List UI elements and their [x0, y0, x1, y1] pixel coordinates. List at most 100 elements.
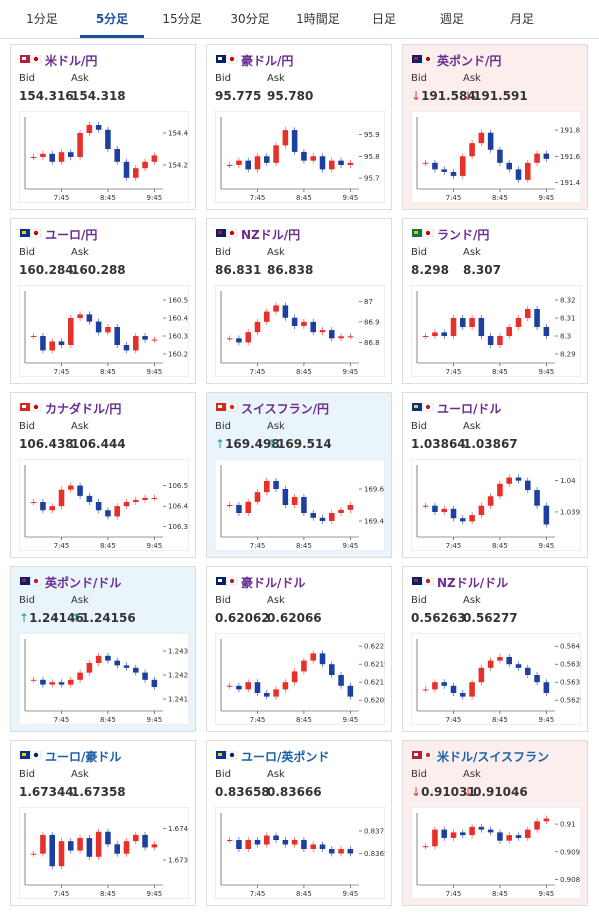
flag-icon [216, 229, 238, 238]
tab[interactable]: 30分足 [230, 12, 270, 26]
bid-label: Bid [411, 769, 427, 780]
flag-icon [216, 403, 238, 412]
tab[interactable]: 日足 [371, 12, 396, 26]
bid-price: 8.298 [411, 263, 449, 277]
candle [291, 671, 298, 683]
pair-name[interactable]: ユーロ/円 [45, 228, 98, 242]
rate-card[interactable]: 豪ドル/円 Bid Ask 95.775 95.780 95.9 95.8 95.7 7:45 8… [206, 44, 392, 210]
x-tick-label: 9:45 [538, 542, 554, 550]
pair-name[interactable]: スイスフラン/円 [241, 402, 330, 416]
candle [534, 309, 540, 327]
ask-label: Ask [463, 247, 481, 258]
bid-value: 106.438 [19, 437, 74, 451]
candle [245, 840, 251, 849]
rate-card[interactable]: ユーロ/ドル Bid Ask 1.03864 1.03867 1.04 1.039 7:45 8… [402, 392, 588, 558]
ask-label: Ask [71, 421, 89, 432]
tab[interactable]: 5分足 [80, 0, 144, 38]
candle [151, 844, 158, 848]
rate-card[interactable]: 米ドル/スイスフラン Bid Ask ↓0.91031 ↓0.91046 0.91 0.90… [402, 740, 588, 906]
candle [151, 679, 158, 687]
pair-name[interactable]: ユーロ/ドル [437, 402, 502, 416]
x-tick-label: 9:45 [146, 368, 162, 376]
candle [264, 835, 270, 845]
pair-name[interactable]: 豪ドル/ドル [241, 576, 306, 590]
pair-name[interactable]: ユーロ/豪ドル [45, 750, 122, 764]
pair-name[interactable]: 英ポンド/円 [437, 54, 502, 68]
chart-bg [411, 807, 581, 899]
candle [329, 513, 335, 521]
pair-name[interactable]: ユーロ/英ポンド [241, 750, 330, 764]
pair-name[interactable]: 豪ドル/円 [241, 54, 294, 68]
flag [414, 579, 418, 582]
candle [245, 682, 251, 690]
candle [534, 153, 540, 163]
pair-name[interactable]: NZドル/ドル [437, 576, 509, 590]
x-tick-label: 7:45 [250, 716, 266, 724]
candle [245, 332, 251, 343]
rate-card[interactable]: ユーロ/円 Bid Ask 160.284 160.288 160.5 160.4 160.3… [10, 218, 196, 384]
x-tick-label: 9:45 [342, 890, 358, 898]
ask-value: 0.83666 [267, 785, 322, 799]
pair-name[interactable]: NZドル/円 [241, 228, 301, 242]
bid-value: 1.67344 [19, 785, 74, 799]
candle [291, 840, 298, 845]
tab[interactable]: 週足 [439, 12, 464, 26]
candle [30, 679, 37, 681]
mini-chart: 1.04 1.039 7:45 8:45 9:45 [411, 459, 581, 551]
candle [506, 657, 512, 665]
candle [506, 835, 512, 841]
candle [40, 502, 46, 511]
x-tick-label: 7:45 [54, 716, 70, 724]
tab[interactable]: 15分足 [162, 12, 202, 26]
tab[interactable]: 1時間足 [296, 12, 340, 26]
candle [432, 682, 438, 690]
candle [254, 321, 261, 333]
candle [114, 506, 120, 517]
ask-label: Ask [267, 247, 285, 258]
flag-icon [20, 751, 42, 760]
rate-card[interactable]: NZドル/円 Bid Ask 86.831 86.838 87 86.9 86.8 7:45 8:… [206, 218, 392, 384]
mini-chart: 0.91 0.909 0.908 7:45 8:45 9:45 [411, 807, 581, 899]
pair-name[interactable]: 英ポンド/ドル [45, 576, 122, 590]
candle [273, 305, 279, 312]
rate-card[interactable]: スイスフラン/円 Bid Ask ↑169.498 ↑169.514 169.6 169.4… [206, 392, 392, 558]
candle [226, 685, 233, 687]
pair-name[interactable]: 米ドル/スイスフラン [437, 750, 550, 764]
candle [114, 844, 120, 854]
tab[interactable]: 1分足 [26, 12, 58, 26]
rate-card[interactable]: 英ポンド/円 Bid Ask ↓191.584 ↓191.591 191.8 191.6 19… [402, 44, 588, 210]
y-tick-label: 95.7 [364, 175, 380, 183]
bid-value: 86.831 [215, 263, 261, 277]
x-tick-label: 8:45 [296, 716, 312, 724]
rate-card[interactable]: NZドル/ドルBidAsk0.562630.562770.5640.56350.… [402, 566, 588, 732]
ask-label: Ask [267, 595, 285, 606]
flag [229, 578, 235, 584]
tab[interactable]: 月足 [509, 12, 534, 26]
bid-label: Bid [19, 73, 35, 84]
mini-chart: 8.32 8.31 8.3 8.29 7:45 8:45 9:45 [411, 285, 581, 377]
ask-value: ↓0.91046 [463, 785, 528, 799]
pair-name[interactable]: カナダドル/円 [45, 402, 122, 416]
y-tick-label: 169.4 [364, 518, 385, 526]
rate-card[interactable]: ランド/円 Bid Ask 8.298 8.307 8.32 8.31 8.3 8.29 7:45… [402, 218, 588, 384]
y-tick-label: 154.2 [168, 162, 188, 170]
candle [450, 508, 457, 519]
flag-icon [412, 577, 434, 586]
rate-card[interactable]: ユーロ/豪ドル Bid Ask 1.67344 1.67358 1.674 1.673 7:4… [10, 740, 196, 906]
candle [487, 132, 494, 150]
candle [40, 679, 46, 685]
pair-name[interactable]: 米ドル/円 [45, 54, 98, 68]
candle [49, 341, 55, 351]
candle [77, 133, 83, 157]
candle [95, 502, 102, 511]
candle [236, 160, 242, 165]
pair-name[interactable]: ランド/円 [437, 228, 490, 242]
x-tick-label: 7:45 [250, 890, 266, 898]
candle [105, 510, 111, 517]
candle [273, 481, 279, 489]
rate-card[interactable]: 米ドル/円 Bid Ask 154.316 154.318 154.4 154.2 7:45 8… [10, 44, 196, 210]
rate-card[interactable]: 豪ドル/ドルBidAsk0.620620.620660.6220.62150.6… [206, 566, 392, 732]
rate-card[interactable]: カナダドル/円 Bid Ask 106.438 106.444 106.5 106.4 106… [10, 392, 196, 558]
rate-card[interactable]: 英ポンド/ドル Bid Ask ↑1.24146 ↑1.24156 1.243 1.242 1… [10, 566, 196, 732]
